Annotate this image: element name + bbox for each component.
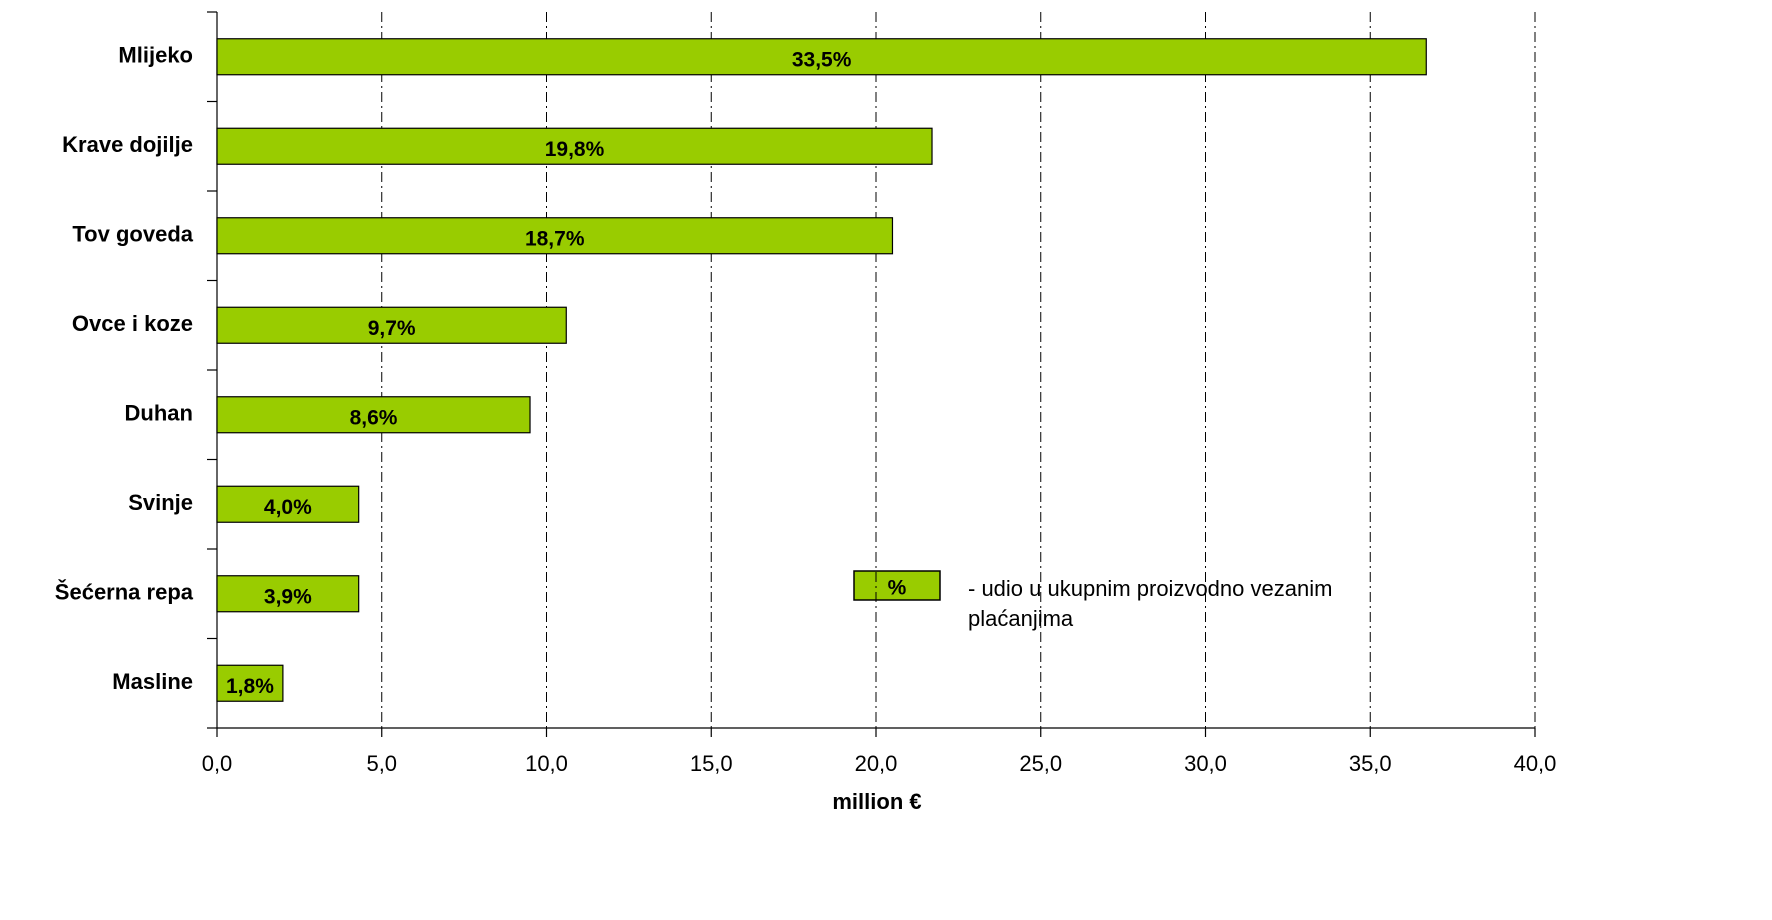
category-label: Mlijeko [118, 43, 193, 68]
x-tick-label: 5,0 [366, 751, 397, 776]
x-tick-label: 35,0 [1349, 751, 1392, 776]
bar [216, 396, 531, 434]
legend-symbol: % [888, 577, 907, 600]
bar [216, 38, 1427, 76]
x-tick-label: 30,0 [1184, 751, 1227, 776]
category-label: Šećerna repa [55, 580, 194, 605]
bar [216, 306, 567, 344]
category-label: Svinje [128, 490, 193, 515]
x-tick-label: 0,0 [202, 751, 233, 776]
x-tick-label: 15,0 [690, 751, 733, 776]
category-label: Krave dojilje [62, 132, 193, 157]
bar [216, 485, 360, 523]
category-label: Duhan [125, 401, 193, 426]
bar [216, 127, 933, 165]
legend-text: - udio u ukupnim proizvodno vezanim plać… [968, 576, 1333, 631]
value-label: 4,0% [264, 496, 312, 519]
category-label: Tov goveda [72, 222, 193, 247]
value-label: 19,8% [545, 138, 605, 161]
value-label: 3,9% [264, 585, 312, 608]
x-axis-title: million € [832, 789, 921, 814]
x-tick-label: 10,0 [525, 751, 568, 776]
x-tick-label: 25,0 [1019, 751, 1062, 776]
bar [216, 664, 284, 702]
category-label: Ovce i koze [72, 311, 193, 336]
value-label: 18,7% [525, 227, 585, 250]
value-label: 8,6% [350, 406, 398, 429]
bar [216, 575, 360, 613]
x-tick-label: 40,0 [1514, 751, 1557, 776]
bar [216, 217, 894, 255]
category-label: Masline [112, 669, 193, 694]
legend-swatch [853, 570, 941, 601]
value-label: 1,8% [226, 675, 274, 698]
value-label: 9,7% [368, 317, 416, 340]
x-tick-label: 20,0 [855, 751, 898, 776]
value-label: 33,5% [792, 48, 852, 71]
